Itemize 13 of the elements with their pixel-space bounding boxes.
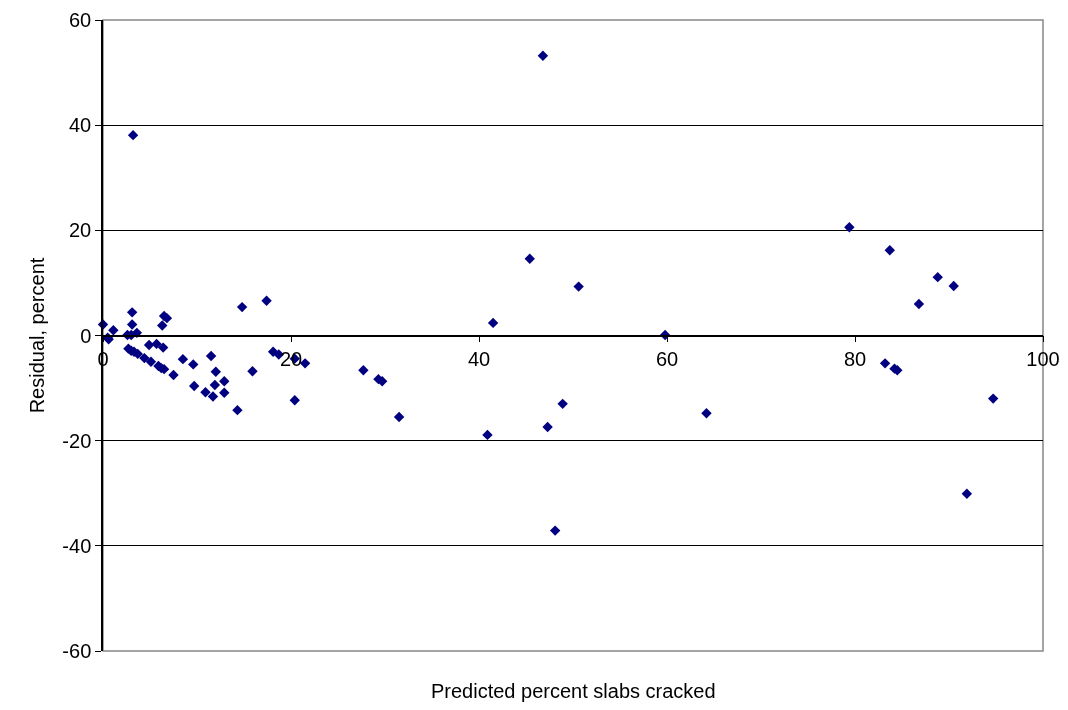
x-tick-label: 40: [467, 348, 491, 371]
y-tick-label: 0: [80, 324, 92, 347]
x-axis-title: Predicted percent slabs cracked: [431, 680, 716, 702]
y-tick-label: 20: [69, 219, 92, 242]
y-tick-label: 40: [69, 114, 92, 137]
x-tick-label: 80: [843, 348, 867, 371]
x-tick-label: 100: [1026, 348, 1060, 371]
y-axis-title: Residual, percent: [26, 257, 49, 414]
y-tick-label: -40: [62, 534, 92, 557]
y-tick-label: 60: [69, 9, 92, 31]
x-tick-label: 60: [655, 348, 679, 371]
y-tick-label: -20: [62, 429, 92, 452]
y-tick-label: -60: [62, 640, 92, 662]
